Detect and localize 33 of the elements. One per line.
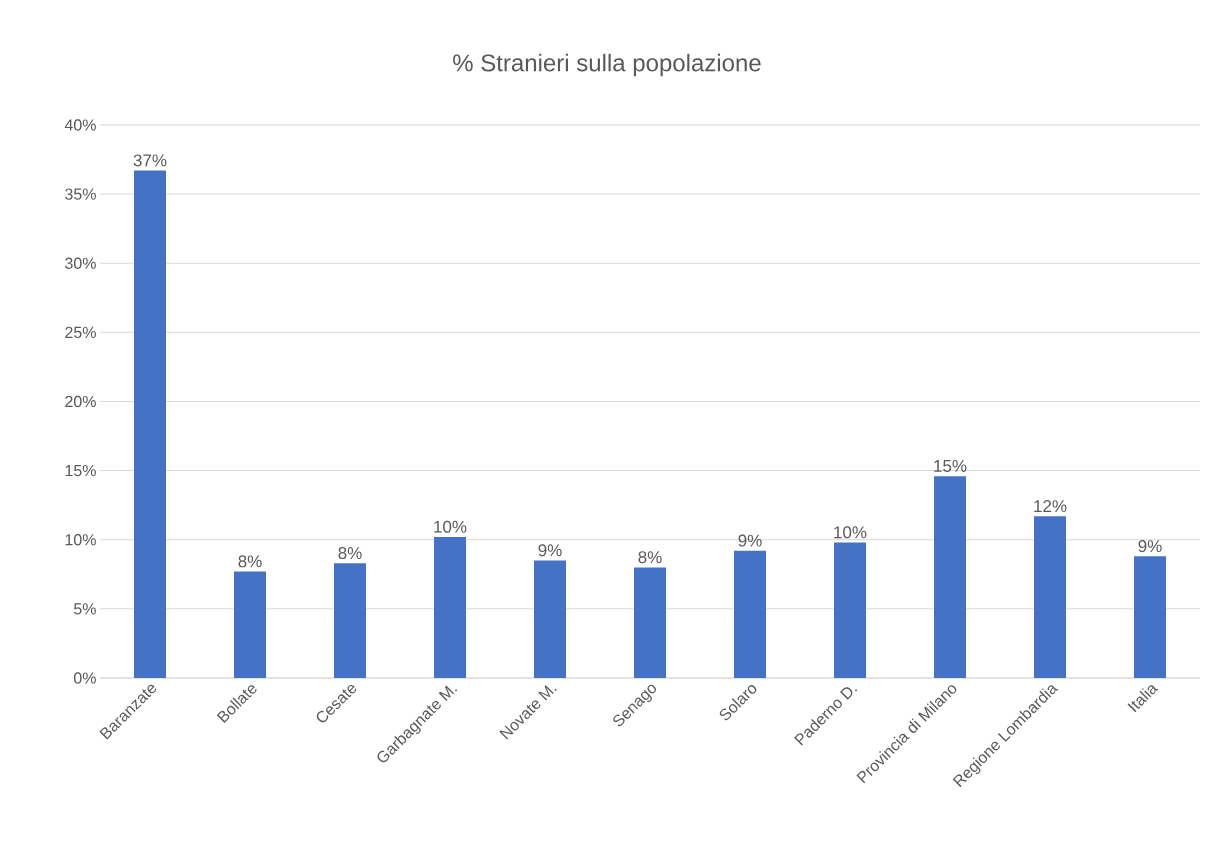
bar	[534, 560, 567, 678]
y-tick-label: 5%	[73, 603, 96, 615]
y-tick-label: 25%	[65, 326, 96, 339]
bar	[234, 571, 266, 678]
bar	[334, 563, 366, 678]
chart-title: % Stranieri sulla popolazione	[453, 53, 761, 77]
data-label: 10%	[834, 526, 867, 539]
data-label: 37%	[133, 154, 167, 167]
x-tick-label: Italia	[1127, 685, 1159, 713]
bar	[1034, 516, 1067, 678]
data-label: 15%	[934, 459, 967, 472]
data-label: 8%	[238, 555, 262, 568]
y-tick-label: 15%	[65, 464, 96, 477]
data-label: 9%	[538, 544, 562, 557]
bar	[734, 550, 767, 678]
data-label: 12%	[1034, 500, 1067, 513]
data-label: 8%	[338, 547, 362, 560]
y-tick-label: 0%	[73, 672, 96, 684]
data-label: 9%	[1138, 540, 1162, 553]
y-tick-label: 20%	[65, 395, 96, 408]
y-tick-label: 40%	[64, 119, 96, 131]
bar	[634, 567, 667, 678]
data-label: 9%	[738, 534, 762, 547]
bar	[134, 170, 166, 678]
y-tick-label: 10%	[65, 534, 96, 546]
bar	[1134, 556, 1167, 678]
bar	[934, 476, 967, 678]
y-tick-label: 35%	[65, 188, 96, 200]
data-label: 10%	[434, 520, 467, 533]
bar	[834, 542, 867, 678]
bar	[434, 536, 467, 678]
y-tick-label: 30%	[65, 257, 96, 269]
data-label: 8%	[638, 551, 662, 564]
